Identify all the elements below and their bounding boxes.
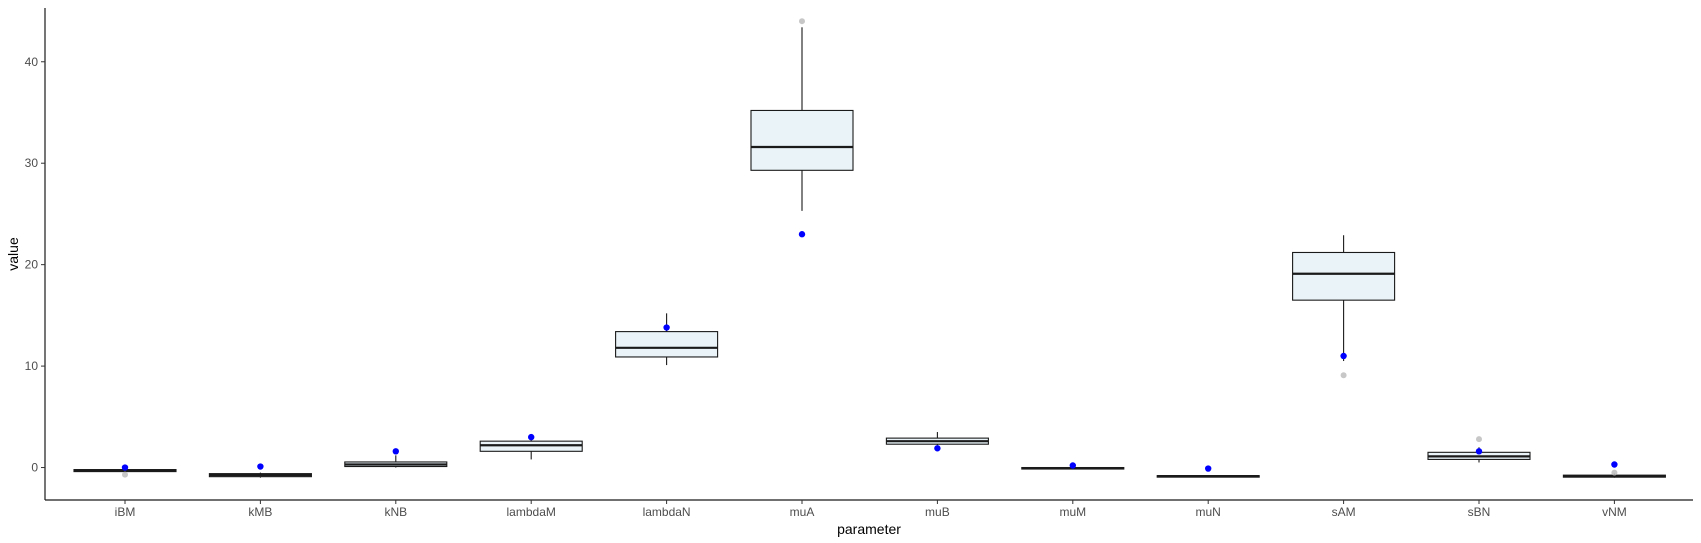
x-axis-ticks: iBM kMB kNB lambdaM lambdaN muA muB muM muN sAM sB… (115, 500, 1627, 519)
outlier-point (1340, 372, 1347, 379)
point-muB (934, 445, 941, 452)
box-iqr (1292, 251, 1396, 301)
point-sBN (1475, 448, 1483, 455)
x-tick-label: lambdaN (643, 505, 691, 519)
box-vNM (1562, 469, 1666, 478)
box-lambdaN (615, 313, 719, 366)
plot-area (73, 18, 1666, 478)
y-axis-ticks: 0 10 20 30 40 (25, 55, 45, 475)
y-tick-label: 30 (25, 156, 39, 170)
x-tick-label: muM (1059, 505, 1086, 519)
box-muB (885, 432, 989, 446)
point-muA (798, 231, 806, 238)
outlier-point (122, 471, 128, 478)
point-lambdaN (663, 324, 670, 331)
y-tick-label: 40 (25, 55, 39, 69)
box-muN (1156, 475, 1260, 478)
box-iqr (750, 109, 854, 171)
box-sAM (1292, 235, 1396, 379)
point-vNM (1611, 461, 1618, 468)
box-kNB (344, 455, 448, 468)
x-tick-label: kNB (384, 505, 407, 519)
x-axis-title: parameter (837, 521, 901, 537)
point-iBM (121, 464, 129, 471)
point-kMB (257, 463, 264, 470)
x-tick-label: sAM (1332, 505, 1356, 519)
box-lambdaM (479, 437, 583, 460)
y-axis-title: value (5, 237, 21, 271)
point-lambdaM (528, 433, 535, 441)
outlier-point (1611, 469, 1618, 476)
y-tick-label: 20 (25, 258, 39, 272)
x-tick-label: muA (790, 505, 815, 519)
x-tick-label: lambdaM (507, 505, 556, 519)
x-tick-label: vNM (1602, 505, 1627, 519)
outlier-point (1476, 436, 1482, 443)
point-kNB (392, 448, 399, 455)
x-tick-label: muB (925, 505, 950, 519)
box-muA (750, 18, 854, 211)
point-sAM (1340, 352, 1347, 360)
point-muM (1069, 462, 1077, 469)
x-tick-label: iBM (115, 505, 136, 519)
box-iqr (615, 331, 719, 358)
y-tick-label: 10 (25, 359, 39, 373)
x-tick-label: kMB (248, 505, 272, 519)
point-muN (1205, 465, 1212, 472)
x-tick-label: muN (1196, 505, 1221, 519)
y-tick-label: 0 (31, 461, 38, 475)
box-kMB (208, 472, 312, 478)
outlier-point (799, 18, 805, 25)
x-tick-label: sBN (1468, 505, 1491, 519)
